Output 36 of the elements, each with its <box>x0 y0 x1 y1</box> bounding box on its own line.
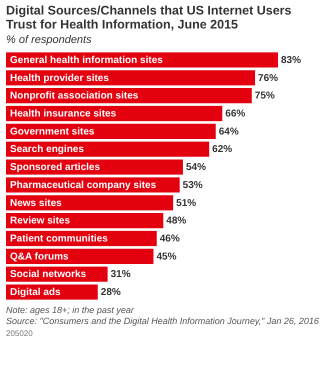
data-label: 53% <box>182 180 203 191</box>
data-label: 31% <box>110 269 131 280</box>
chart-subtitle: % of respondents <box>6 34 92 46</box>
y-tick-label: Pharmaceutical company sites <box>10 180 157 191</box>
y-tick-label: Review sites <box>10 216 70 227</box>
chart-title: Digital Sources/Channels that US Internet Users Trust for Health Information, June 2015 <box>6 4 292 32</box>
bar <box>6 70 256 86</box>
y-tick-label: Government sites <box>10 126 95 138</box>
text: Note: ages 18+; in the past year <box>6 305 136 316</box>
data-label: 51% <box>176 198 196 209</box>
y-tick-label: News sites <box>10 198 62 209</box>
data-label: 62% <box>212 144 232 156</box>
y-tick-label: Sponsored articles <box>10 162 100 174</box>
data-label: 66% <box>225 108 246 120</box>
data-label: 54% <box>186 162 206 174</box>
data-label: 28% <box>100 287 121 298</box>
y-tick-label: Q&A forums <box>10 251 69 262</box>
data-label: 75% <box>254 90 275 102</box>
y-tick-label: General health information sites <box>10 54 164 66</box>
y-tick-label: Health insurance sites <box>10 108 117 120</box>
y-tick-label: Patient communities <box>10 234 108 244</box>
data-label: 48% <box>166 216 186 227</box>
bar <box>6 195 174 210</box>
y-tick-label: Health provider sites <box>10 72 110 84</box>
data-label: 83% <box>281 54 302 66</box>
data-label: 64% <box>218 126 239 138</box>
y-tick-label: Social networks <box>10 269 87 280</box>
y-tick-label: Nonprofit association sites <box>10 90 139 102</box>
data-label: 76% <box>258 72 278 84</box>
y-tick-label: Digital ads <box>10 287 62 298</box>
data-label: 45% <box>156 251 177 262</box>
text: 205020 <box>6 329 34 338</box>
y-tick-label: Search engines <box>10 144 84 156</box>
source-note: Source: "Consumers and the Digital Health Information Journey," Jan 26, 2016 <box>6 316 319 327</box>
data-label: 46% <box>160 234 180 244</box>
bar <box>6 142 210 157</box>
